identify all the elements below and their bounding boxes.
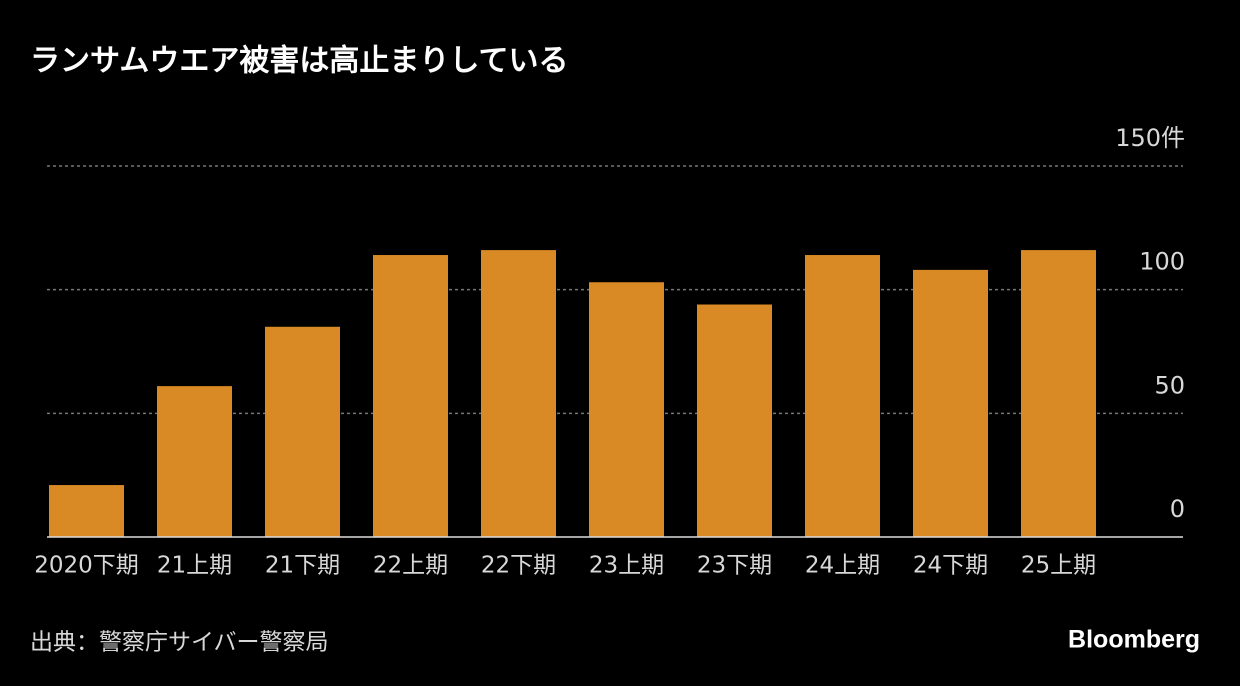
x-tick-label: 23下期 xyxy=(697,553,772,579)
bar xyxy=(913,269,988,537)
bar xyxy=(697,304,772,537)
bar xyxy=(481,250,556,538)
x-tick-label: 25上期 xyxy=(1021,553,1096,579)
bar xyxy=(265,326,340,537)
bar xyxy=(1021,250,1096,538)
x-tick-label: 23上期 xyxy=(589,553,664,579)
bar xyxy=(589,282,664,537)
x-tick-label: 22上期 xyxy=(373,553,448,579)
y-tick-label: 50 xyxy=(1154,371,1185,399)
x-tick-label: 22下期 xyxy=(481,553,556,579)
source: 出典：警察庁サイバー警察局 xyxy=(30,630,329,656)
brand: Bloomberg xyxy=(1068,626,1200,654)
x-tick-label: 24下期 xyxy=(913,553,988,579)
y-tick-label: 0 xyxy=(1170,495,1185,523)
y-tick-label: 100 xyxy=(1139,248,1185,276)
x-tick-label: 21下期 xyxy=(265,553,340,579)
bar xyxy=(157,386,232,537)
x-tick-label: 24上期 xyxy=(805,553,880,579)
x-tick-label: 2020下期 xyxy=(34,553,139,579)
bar xyxy=(373,255,448,538)
chart-title: ランサムウエア被害は高止まりしている xyxy=(30,44,569,79)
x-tick-label: 21上期 xyxy=(157,553,232,579)
bar xyxy=(805,255,880,538)
y-tick-label: 150件 xyxy=(1115,124,1185,152)
bar xyxy=(49,485,124,537)
